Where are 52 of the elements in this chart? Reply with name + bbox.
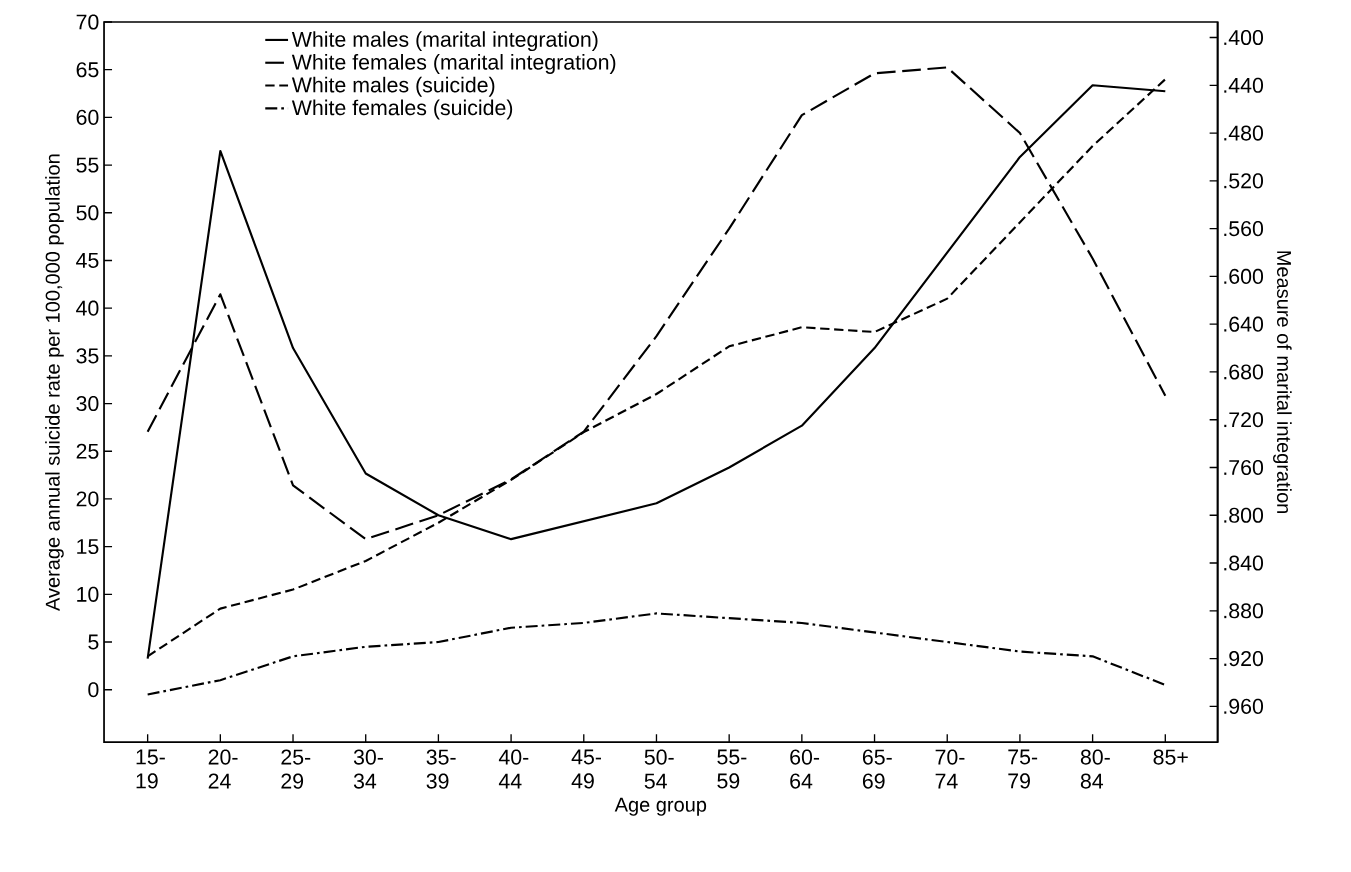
y2-tick-label: .600: [1224, 268, 1264, 284]
y2-tick-label: .560: [1224, 220, 1264, 237]
y2-tick-label: .440: [1224, 77, 1264, 93]
y-tick-label: 55: [76, 157, 99, 173]
y-tick-label: 60: [76, 109, 99, 125]
x-tick-label: 25- 29: [281, 749, 311, 789]
x-tick-label: 55- 59: [717, 749, 747, 789]
y2-tick-label: .720: [1224, 412, 1264, 428]
y-tick-label: 30: [76, 395, 99, 412]
y-tick-label: 20: [76, 491, 99, 507]
y-tick-label: 10: [77, 586, 99, 602]
y-tick-label: 70: [76, 14, 99, 30]
y2-tick-label: .680: [1224, 364, 1264, 380]
x-tick-label: 70- 74: [935, 749, 965, 789]
x-tick-label: 80- 84: [1080, 749, 1110, 789]
legend-label: White males (marital integration): [291, 31, 598, 52]
legend-label: White males (suicide): [291, 76, 495, 97]
y2-tick-label: .920: [1224, 650, 1264, 667]
y2-tick-label: .960: [1224, 698, 1264, 714]
x-tick-label: 65- 69: [862, 749, 892, 789]
x-tick-label: 50- 54: [644, 749, 674, 789]
y2-tick-label: .480: [1224, 125, 1264, 141]
y2-tick-label: .880: [1224, 603, 1264, 619]
x-tick-label: 40- 44: [498, 749, 529, 789]
legend-label: White females (suicide): [291, 99, 513, 120]
x-tick-label: 15- 19: [136, 749, 165, 789]
y2-tick-label: .520: [1224, 173, 1264, 189]
x-tick-label: 45- 49: [571, 749, 601, 789]
y-tick-label: 35: [76, 348, 99, 364]
y-tick-label: 0: [88, 682, 99, 698]
x-tick-label: 75- 79: [1008, 749, 1038, 789]
legend-label: White females (marital integration): [291, 53, 616, 74]
y2-axis-title: Measure of marital integration: [1273, 251, 1292, 513]
y-axis-title: Average annual suicide rate per 100,000 population: [45, 154, 64, 611]
y2-tick-label: .800: [1224, 507, 1264, 523]
y2-tick-label: .760: [1224, 459, 1264, 475]
y-tick-label: 5: [88, 634, 99, 650]
y2-tick-label: .840: [1224, 555, 1264, 571]
y2-tick-label: .400: [1224, 29, 1264, 45]
y-tick-label: 15: [77, 539, 99, 554]
x-axis-title: Age group: [614, 797, 707, 816]
y-tick-label: 45: [76, 252, 99, 268]
y-tick-label: 50: [76, 205, 99, 221]
x-tick-label: 35- 39: [426, 749, 456, 789]
x-tick-label: 85+: [1153, 749, 1188, 765]
x-tick-label: 20- 24: [208, 749, 238, 789]
y-tick-label: 25: [76, 443, 99, 459]
x-tick-label: 60- 64: [790, 749, 820, 789]
x-tick-label: 30- 34: [353, 749, 383, 789]
y-tick-label: 40: [76, 300, 99, 316]
y2-tick-label: .640: [1224, 316, 1264, 332]
y-tick-label: 65: [76, 62, 99, 78]
